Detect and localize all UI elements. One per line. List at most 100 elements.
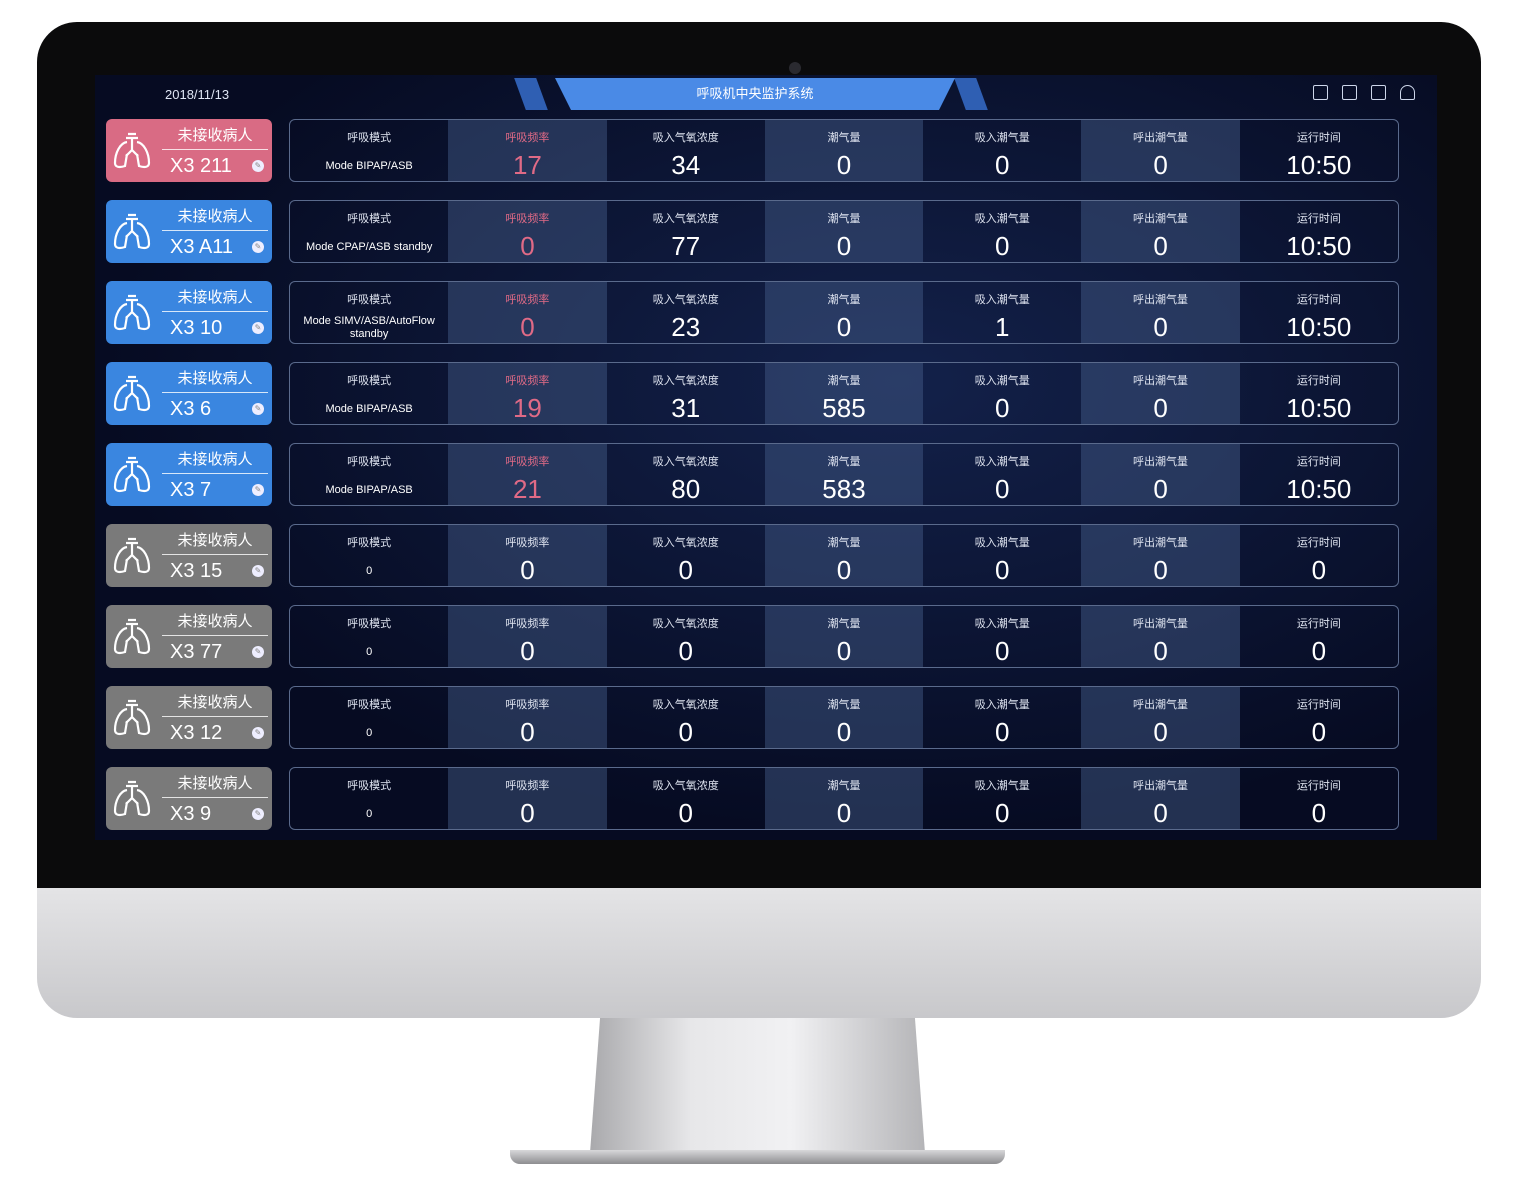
lung-icon — [112, 131, 152, 171]
metric-value: 10:50 — [1286, 231, 1352, 261]
cell-label: 潮气量 — [827, 699, 861, 711]
edit-icon[interactable]: ✎ — [252, 403, 264, 415]
metrics-table: 呼吸模式 Mode BIPAP/ASB 呼吸频率 19 吸入气氧浓度 31 潮气量 585 吸入… — [289, 362, 1399, 425]
cell-label: 呼出潮气量 — [1133, 537, 1189, 549]
mode-cell: 呼吸模式 Mode CPAP/ASB standby — [290, 201, 448, 262]
metric-cell: 呼吸频率 0 — [448, 282, 607, 343]
screen: 2018/11/13 呼吸机中央监护系统 未接收病人 X3 211 ✎ 呼吸模式… — [95, 75, 1437, 840]
cell-label: 呼出潮气量 — [1133, 699, 1189, 711]
bed-card[interactable]: 未接收病人 X3 12 ✎ — [106, 686, 272, 749]
patient-status: 未接收病人 — [177, 694, 253, 711]
cell-label: 呼出潮气量 — [1133, 375, 1189, 387]
cell-label: 呼吸模式 — [347, 294, 392, 306]
edit-icon[interactable]: ✎ — [252, 322, 264, 334]
metric-cell: 呼出潮气量 0 — [1081, 363, 1240, 424]
metric-value: 0 — [1153, 393, 1168, 423]
monitor-foot — [510, 1150, 1005, 1164]
metric-value: 0 — [1153, 555, 1168, 585]
edit-icon[interactable]: ✎ — [252, 241, 264, 253]
metric-value: 0 — [678, 555, 693, 585]
metric-cell: 呼吸频率 17 — [448, 120, 607, 181]
patient-row: 未接收病人 X3 9 ✎ 呼吸模式 0 呼吸频率 0 吸入气氧浓度 0 潮气量 0 吸入潮气量 0… — [106, 767, 1399, 830]
edit-icon[interactable]: ✎ — [252, 565, 264, 577]
metrics-table: 呼吸模式 Mode BIPAP/ASB 呼吸频率 17 吸入气氧浓度 34 潮气量 0 吸入潮气… — [289, 119, 1399, 182]
edit-icon[interactable]: ✎ — [252, 160, 264, 172]
cell-label: 呼吸频率 — [505, 780, 550, 792]
metric-value: 10:50 — [1286, 312, 1352, 342]
metric-value: 0 — [995, 474, 1010, 504]
metric-cell: 潮气量 0 — [764, 687, 924, 748]
metric-cell: 潮气量 0 — [764, 525, 924, 586]
bed-number: X3 A11 — [170, 236, 234, 258]
monitor-stand — [590, 1018, 925, 1153]
metric-value: 19 — [512, 393, 542, 423]
cell-label: 潮气量 — [827, 537, 861, 549]
cell-label: 呼出潮气量 — [1133, 294, 1189, 306]
cell-label: 呼出潮气量 — [1133, 618, 1189, 630]
mode-cell: 呼吸模式 0 — [290, 606, 448, 667]
bed-card[interactable]: 未接收病人 X3 A11 ✎ — [106, 200, 272, 263]
bed-card[interactable]: 未接收病人 X3 211 ✎ — [106, 119, 272, 182]
metrics-table: 呼吸模式 0 呼吸频率 0 吸入气氧浓度 0 潮气量 0 吸入潮气量 0 呼出潮气量 0 运行时间 0 — [289, 686, 1399, 749]
metric-value: 0 — [678, 717, 693, 747]
metric-cell: 运行时间 10:50 — [1240, 120, 1398, 181]
divider — [162, 554, 268, 555]
metric-value: 17 — [512, 150, 542, 180]
metric-value: 1 — [995, 312, 1010, 342]
patient-row: 未接收病人 X3 10 ✎ 呼吸模式 Mode SIMV/ASB/AutoFlow… — [106, 281, 1399, 344]
mode-cell: 呼吸模式 Mode SIMV/ASB/AutoFlow standby — [290, 282, 448, 343]
metric-value: 0 — [1311, 798, 1327, 828]
metric-value: 0 — [836, 555, 852, 585]
metric-cell: 潮气量 583 — [764, 444, 924, 505]
metric-cell: 吸入潮气量 0 — [923, 768, 1081, 829]
metric-value: 0 — [520, 798, 535, 828]
cell-label: 呼吸模式 — [347, 456, 392, 468]
bed-card[interactable]: 未接收病人 X3 15 ✎ — [106, 524, 272, 587]
user-icon[interactable] — [1400, 85, 1415, 100]
cell-label: 呼出潮气量 — [1133, 132, 1189, 144]
cell-label: 呼吸频率 — [505, 537, 550, 549]
metric-cell: 潮气量 0 — [764, 282, 924, 343]
bed-card[interactable]: 未接收病人 X3 9 ✎ — [106, 767, 272, 830]
metric-cell: 运行时间 0 — [1240, 687, 1398, 748]
metric-value: 34 — [671, 150, 701, 180]
edit-icon[interactable] — [1342, 85, 1357, 100]
metric-cell: 呼吸频率 21 — [448, 444, 607, 505]
divider — [162, 230, 268, 231]
mode-cell: 呼吸模式 Mode BIPAP/ASB — [290, 363, 448, 424]
lung-icon — [112, 617, 152, 657]
metric-value: 21 — [512, 474, 542, 504]
edit-icon[interactable]: ✎ — [252, 808, 264, 820]
metric-cell: 吸入气氧浓度 0 — [607, 606, 765, 667]
metric-value: 0 — [995, 393, 1010, 423]
metric-cell: 吸入气氧浓度 77 — [607, 201, 765, 262]
bed-card[interactable]: 未接收病人 X3 77 ✎ — [106, 605, 272, 668]
list-icon[interactable] — [1313, 85, 1328, 100]
metric-cell: 潮气量 0 — [764, 120, 924, 181]
cell-label: 潮气量 — [827, 780, 861, 792]
mode-value: 0 — [366, 646, 373, 658]
edit-icon[interactable]: ✎ — [252, 484, 264, 496]
edit-icon[interactable]: ✎ — [252, 646, 264, 658]
metric-cell: 运行时间 0 — [1240, 525, 1398, 586]
patient-row: 未接收病人 X3 A11 ✎ 呼吸模式 Mode CPAP/ASB standby… — [106, 200, 1399, 263]
bed-number: X3 10 — [170, 317, 223, 339]
cell-label: 呼吸模式 — [347, 375, 392, 387]
bed-card[interactable]: 未接收病人 X3 6 ✎ — [106, 362, 272, 425]
metric-value: 0 — [836, 636, 852, 666]
layout-icon[interactable] — [1371, 85, 1386, 100]
metric-cell: 呼吸频率 0 — [448, 768, 607, 829]
bed-card[interactable]: 未接收病人 X3 7 ✎ — [106, 443, 272, 506]
bed-card[interactable]: 未接收病人 X3 10 ✎ — [106, 281, 272, 344]
metric-value: 0 — [836, 231, 852, 261]
cell-label: 运行时间 — [1296, 537, 1341, 549]
metric-cell: 呼吸频率 0 — [448, 687, 607, 748]
metric-value: 0 — [678, 636, 693, 666]
cell-label: 吸入气氧浓度 — [652, 456, 719, 468]
divider — [162, 149, 268, 150]
metric-cell: 呼出潮气量 0 — [1081, 687, 1240, 748]
edit-icon[interactable]: ✎ — [252, 727, 264, 739]
metric-cell: 吸入气氧浓度 0 — [607, 768, 765, 829]
metrics-table: 呼吸模式 0 呼吸频率 0 吸入气氧浓度 0 潮气量 0 吸入潮气量 0 呼出潮气量 0 运行时间 0 — [289, 605, 1399, 668]
metric-value: 23 — [671, 312, 701, 342]
